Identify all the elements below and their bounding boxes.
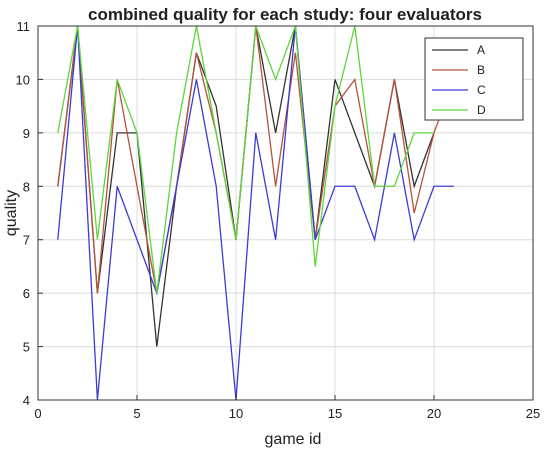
series-line-d [57, 25, 434, 294]
x-tick-label: 5 [133, 406, 140, 421]
legend-label-c: C [477, 83, 486, 97]
x-tick-label: 20 [427, 406, 441, 421]
y-tick-label: 6 [23, 286, 30, 301]
x-tick-label: 0 [34, 406, 41, 421]
legend-label-d: D [477, 103, 486, 117]
x-axis-label: game id [265, 431, 322, 448]
y-tick-label: 11 [17, 19, 31, 34]
y-tick-label: 9 [23, 126, 30, 141]
x-tick-label: 15 [328, 406, 342, 421]
legend-label-a: A [477, 43, 485, 57]
y-tick-label: 4 [23, 393, 30, 408]
plot-frame [37, 25, 534, 401]
y-tick-label: 5 [23, 340, 30, 355]
y-axis-label: quality [3, 190, 20, 236]
chart-title: combined quality for each study: four ev… [88, 5, 482, 24]
y-tick-label: 7 [23, 233, 30, 248]
x-tick-label: 25 [526, 406, 540, 421]
y-tick-label: 8 [23, 179, 30, 194]
series-line-c [57, 25, 454, 401]
x-tick-label: 10 [229, 406, 243, 421]
legend-label-b: B [477, 63, 485, 77]
y-tick-label: 10 [16, 72, 30, 87]
legend-box [424, 37, 524, 121]
